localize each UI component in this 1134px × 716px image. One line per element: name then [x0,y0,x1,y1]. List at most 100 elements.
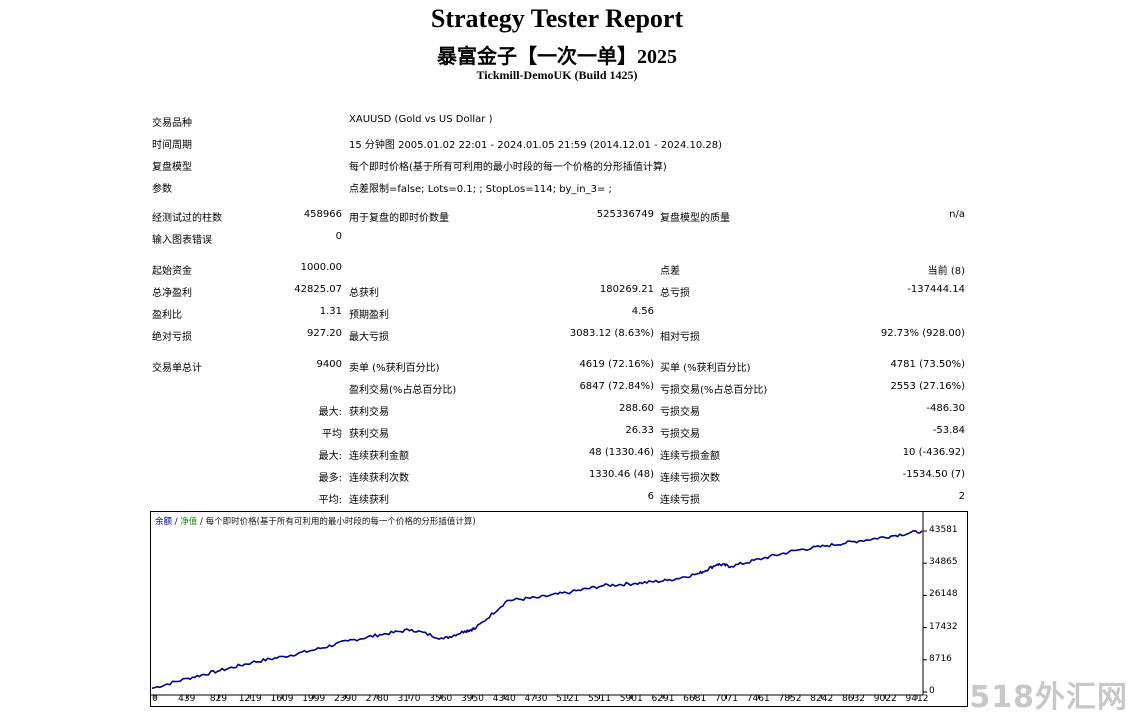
x-tick-label: 9022 [873,694,897,704]
legend-equity: 净值 [180,517,198,527]
profit-trades-value: 6847 (72.84%) [579,381,654,392]
chart-frame [150,511,968,707]
bars-label: 经测试过的柱数 [152,213,222,224]
max-consec-win-value: 48 (1330.46) [588,447,654,458]
symbol-label: 交易品种 [152,118,192,129]
rel-drawdown-label: 相对亏损 [660,332,700,343]
average-loss-value: -53.84 [932,425,965,436]
x-tick-label: 3950 [461,694,484,704]
bars-value: 458966 [303,209,342,220]
x-tick-label: 1999 [302,694,326,704]
legend-model: 每个即时价格(基于所有可利用的最小时段的每一个价格的分形插值计算) [205,517,476,527]
legend-separator: / [174,517,178,527]
x-tick-label: 5511 [588,694,611,704]
x-tick-label: 3560 [429,694,453,704]
report-subtitle: 暴富金子【一次一单】2025 [437,46,677,68]
x-tick-label: 5901 [619,694,643,704]
x-tick-label: 439 [178,694,196,704]
x-tick-label: 2390 [334,694,357,704]
y-tick-label: 43581 [929,525,958,535]
avg-consec-win-label: 连续获利 [349,495,389,506]
x-tick-label: 0 [152,694,158,704]
balance-chart: 余额 / 净值 / 每个即时价格(基于所有可利用的最小时段的每一个价格的分形插值… [150,511,968,707]
deposit-value: 1000.00 [300,262,342,273]
x-tick-label: 7852 [778,694,802,704]
profit-trades-label: 盈利交易(%占总百分比) [349,385,457,396]
average-prefix: 平均 [322,429,342,440]
avg-consec-loss-label: 连续亏损 [660,495,700,506]
gross-profit-label: 总获利 [349,288,379,299]
net-profit-value: 42825.07 [294,284,342,295]
most-consec-loss-value: -1534.50 (7) [902,469,965,480]
legend-separator: / [200,517,203,527]
watermark: 518外汇网 [969,680,1128,715]
chart-legend: 余额 / 净值 / 每个即时价格(基于所有可利用的最小时段的每一个价格的分形插值… [155,515,476,527]
long-trades-value: 4781 (73.50%) [890,359,965,370]
total-trades-label: 交易单总计 [152,363,202,374]
short-trades-label: 卖单 (%获利百分比) [349,363,440,374]
long-trades-label: 买单 (%获利百分比) [660,363,751,374]
max-drawdown-label: 最大亏损 [349,332,389,343]
loss-trades-value: 2553 (27.16%) [890,381,965,392]
rel-drawdown-value: 92.73% (928.00) [880,328,965,339]
period-label: 时间周期 [152,140,192,151]
x-tick-label: 6291 [651,694,675,704]
symbol-value: XAUUSD (Gold vs US Dollar ) [349,114,493,125]
gross-loss-label: 总亏损 [660,288,690,299]
x-tick-label: 3170 [397,694,421,704]
abs-drawdown-value: 927.20 [307,328,342,339]
model-label: 复盘模型 [152,162,192,173]
x-tick-label: 7071 [715,694,738,704]
x-tick-label: 6681 [683,694,707,704]
errors-label: 输入图表错误 [152,235,212,246]
most-consec-win-value: 1330.46 (48) [588,469,654,480]
ticks-value: 525336749 [596,209,654,220]
gross-profit-value: 180269.21 [599,284,654,295]
errors-value: 0 [335,231,342,242]
period-value: 15 分钟图 2005.01.02 22:01 - 2024.01.05 21:… [349,140,723,151]
average-loss-label: 亏损交易 [660,429,700,440]
x-tick-label: 5121 [556,694,580,704]
loss-trades-label: 亏损交易(%占总百分比) [660,385,768,396]
params-label: 参数 [152,184,172,195]
max-consec-loss-value: 10 (-436.92) [902,447,965,458]
x-tick-label: 8242 [810,694,834,704]
max-drawdown-value: 3083.12 (8.63%) [569,328,654,339]
report-server: Tickmill-DemoUK (Build 1425) [476,68,638,82]
gross-loss-value: -137444.14 [907,284,965,295]
y-tick-label: 8716 [929,653,952,664]
y-tick-label: 17432 [929,621,958,632]
abs-drawdown-label: 绝对亏损 [152,332,192,343]
legend-balance: 余额 [155,517,173,527]
x-tick-label: 1609 [270,694,294,704]
most-consec-win-label: 连续获利次数 [349,473,409,484]
x-tick-label: 1219 [238,694,262,704]
max-consec-prefix: 最大: [318,451,342,462]
max-consec-win-label: 连续获利金额 [349,451,409,462]
avg-consec-win-value: 6 [647,491,654,502]
y-tick-label: 0 [929,686,935,696]
params-value: 点差限制=false; Lots=0.1; ; StopLos=114; by_… [349,184,612,195]
largest-prefix: 最大: [318,407,342,418]
x-tick-label: 8632 [842,694,865,704]
x-tick-label: 9412 [905,694,929,704]
x-tick-label: 7461 [746,694,770,704]
largest-loss-label: 亏损交易 [660,407,700,418]
average-win-value: 26.33 [625,425,654,436]
quality-value: n/a [949,209,965,220]
ticks-label: 用于复盘的即时价数量 [349,213,449,224]
total-trades-value: 9400 [316,359,342,370]
short-trades-value: 4619 (72.16%) [579,359,654,370]
spread-value: 当前 (8) [927,266,965,277]
max-consec-loss-label: 连续亏损金额 [660,451,720,462]
balance-chart-svg [150,511,968,707]
average-win-label: 获利交易 [349,429,389,440]
avg-consec-loss-value: 2 [958,491,965,502]
y-tick-label: 26148 [929,589,958,600]
quality-label: 复盘模型的质量 [660,213,730,224]
largest-win-value: 288.60 [619,403,654,414]
avg-consec-prefix: 平均: [318,495,342,506]
largest-win-label: 获利交易 [349,407,389,418]
net-profit-label: 总净盈利 [152,288,192,299]
spread-label: 点差 [660,266,680,277]
